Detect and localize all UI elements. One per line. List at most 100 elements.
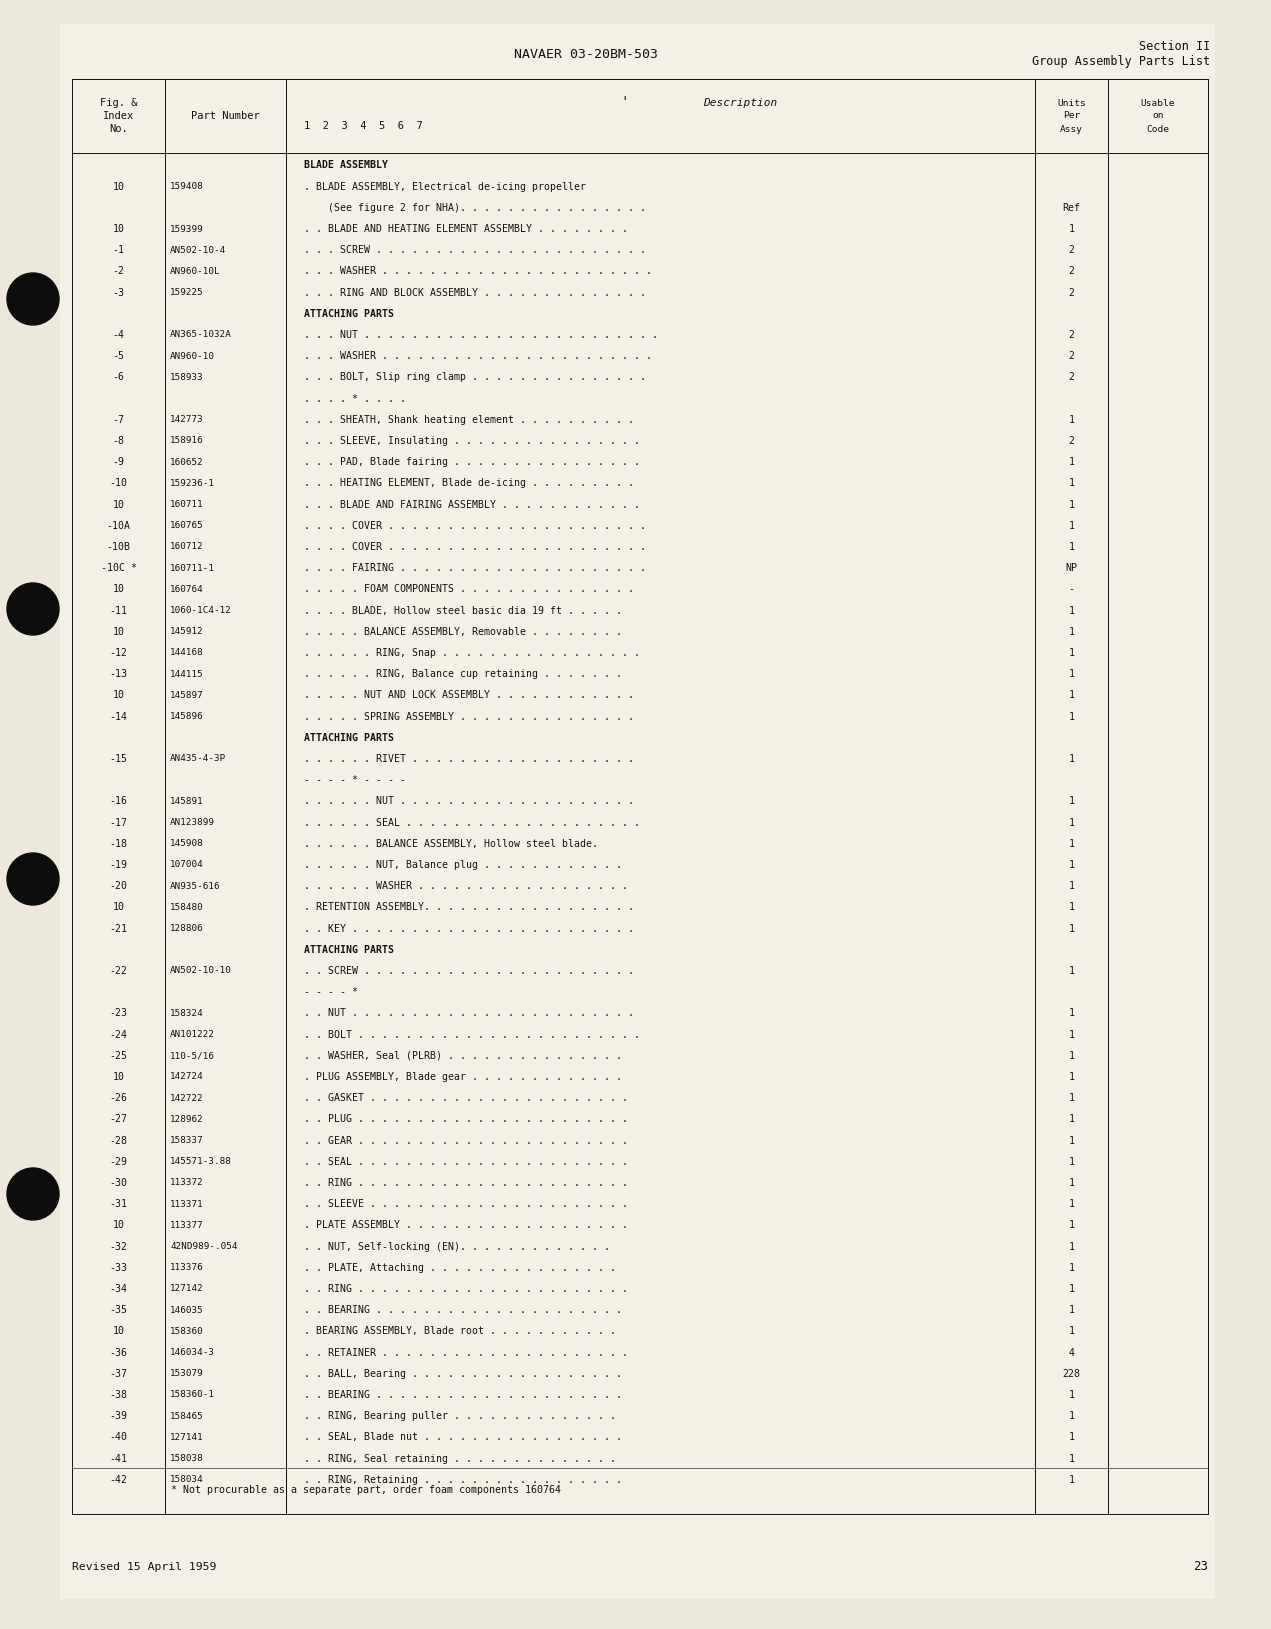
Text: 10: 10 <box>113 1220 125 1230</box>
Text: -37: -37 <box>109 1368 127 1378</box>
Text: . . . . . . NUT, Balance plug . . . . . . . . . . . .: . . . . . . NUT, Balance plug . . . . . … <box>304 860 622 870</box>
Text: 1: 1 <box>1069 1474 1075 1484</box>
Text: 1: 1 <box>1069 1390 1075 1399</box>
Text: . . . . . . WASHER . . . . . . . . . . . . . . . . . .: . . . . . . WASHER . . . . . . . . . . .… <box>304 881 628 891</box>
Text: 1: 1 <box>1069 458 1075 468</box>
Text: 4: 4 <box>1069 1347 1075 1357</box>
Text: -24: -24 <box>109 1030 127 1039</box>
Text: 145896: 145896 <box>170 712 203 722</box>
Text: . . . . . . NUT . . . . . . . . . . . . . . . . . . . .: . . . . . . NUT . . . . . . . . . . . . … <box>304 797 633 806</box>
Text: 2: 2 <box>1069 437 1075 446</box>
Text: -14: -14 <box>109 712 127 722</box>
Text: . . . HEATING ELEMENT, Blade de-icing . . . . . . . . .: . . . HEATING ELEMENT, Blade de-icing . … <box>304 479 633 489</box>
Text: 160711: 160711 <box>170 500 203 510</box>
Text: 1: 1 <box>1069 542 1075 552</box>
Text: . . WASHER, Seal (PLRB) . . . . . . . . . . . . . . .: . . WASHER, Seal (PLRB) . . . . . . . . … <box>304 1051 622 1060</box>
Text: -9: -9 <box>113 458 125 468</box>
Text: 1: 1 <box>1069 627 1075 637</box>
Text: * Not procurable as a separate part, order foam components 160764: * Not procurable as a separate part, ord… <box>172 1486 562 1495</box>
Text: 127142: 127142 <box>170 1285 203 1293</box>
Text: 1: 1 <box>1069 415 1075 425</box>
Text: 160711-1: 160711-1 <box>170 564 215 573</box>
Text: 1: 1 <box>1069 1051 1075 1060</box>
Text: -15: -15 <box>109 754 127 764</box>
Text: 2: 2 <box>1069 246 1075 256</box>
Text: . . RING, Seal retaining . . . . . . . . . . . . . .: . . RING, Seal retaining . . . . . . . .… <box>304 1453 615 1463</box>
Text: 113376: 113376 <box>170 1264 203 1272</box>
Text: 128962: 128962 <box>170 1114 203 1124</box>
Text: . . . WASHER . . . . . . . . . . . . . . . . . . . . . . .: . . . WASHER . . . . . . . . . . . . . .… <box>304 352 652 362</box>
Text: . . . . . . BALANCE ASSEMBLY, Hollow steel blade.: . . . . . . BALANCE ASSEMBLY, Hollow ste… <box>304 839 597 849</box>
Text: . . . SHEATH, Shank heating element . . . . . . . . . .: . . . SHEATH, Shank heating element . . … <box>304 415 633 425</box>
Text: . . . . . NUT AND LOCK ASSEMBLY . . . . . . . . . . . .: . . . . . NUT AND LOCK ASSEMBLY . . . . … <box>304 691 633 700</box>
Text: . BEARING ASSEMBLY, Blade root . . . . . . . . . . .: . BEARING ASSEMBLY, Blade root . . . . .… <box>304 1326 615 1336</box>
Text: . . . . . . RIVET . . . . . . . . . . . . . . . . . . .: . . . . . . RIVET . . . . . . . . . . . … <box>304 754 633 764</box>
Text: Per: Per <box>1063 111 1080 121</box>
Text: 158465: 158465 <box>170 1412 203 1420</box>
Text: -31: -31 <box>109 1199 127 1209</box>
Text: AN435-4-3P: AN435-4-3P <box>170 754 226 764</box>
Text: ATTACHING PARTS: ATTACHING PARTS <box>304 733 394 743</box>
Text: . PLATE ASSEMBLY . . . . . . . . . . . . . . . . . . .: . PLATE ASSEMBLY . . . . . . . . . . . .… <box>304 1220 628 1230</box>
Text: . BLADE ASSEMBLY, Electrical de-icing propeller: . BLADE ASSEMBLY, Electrical de-icing pr… <box>304 181 586 192</box>
Text: . . . . COVER . . . . . . . . . . . . . . . . . . . . . .: . . . . COVER . . . . . . . . . . . . . … <box>304 542 646 552</box>
Text: 158933: 158933 <box>170 373 203 381</box>
Text: 228: 228 <box>1063 1368 1080 1378</box>
Text: . . . WASHER . . . . . . . . . . . . . . . . . . . . . . .: . . . WASHER . . . . . . . . . . . . . .… <box>304 267 652 277</box>
Text: 1: 1 <box>1069 691 1075 700</box>
Text: AN960-10L: AN960-10L <box>170 267 221 275</box>
Text: -30: -30 <box>109 1178 127 1188</box>
Text: AN935-616: AN935-616 <box>170 881 221 891</box>
Text: . . . . FAIRING . . . . . . . . . . . . . . . . . . . . .: . . . . FAIRING . . . . . . . . . . . . … <box>304 564 646 573</box>
Text: . . SCREW . . . . . . . . . . . . . . . . . . . . . . .: . . SCREW . . . . . . . . . . . . . . . … <box>304 966 633 976</box>
Text: -39: -39 <box>109 1411 127 1420</box>
Text: -10A: -10A <box>107 521 131 531</box>
Text: -34: -34 <box>109 1284 127 1293</box>
Text: -29: -29 <box>109 1157 127 1166</box>
Text: 1: 1 <box>1069 966 1075 976</box>
Text: (See figure 2 for NHA). . . . . . . . . . . . . . . .: (See figure 2 for NHA). . . . . . . . . … <box>304 202 646 213</box>
Text: 1: 1 <box>1069 670 1075 679</box>
Text: 10: 10 <box>113 225 125 235</box>
Text: - - - - * - - - -: - - - - * - - - - <box>304 775 405 785</box>
Text: ATTACHING PARTS: ATTACHING PARTS <box>304 310 394 319</box>
Text: 10: 10 <box>113 627 125 637</box>
Text: 1: 1 <box>1069 1432 1075 1442</box>
Circle shape <box>8 854 58 906</box>
Text: 1: 1 <box>1069 1072 1075 1082</box>
Text: 2: 2 <box>1069 331 1075 340</box>
Text: 1: 1 <box>1069 797 1075 806</box>
Text: BLADE ASSEMBLY: BLADE ASSEMBLY <box>304 160 388 171</box>
Text: . . BOLT . . . . . . . . . . . . . . . . . . . . . . . .: . . BOLT . . . . . . . . . . . . . . . .… <box>304 1030 639 1039</box>
Text: 128806: 128806 <box>170 924 203 933</box>
Text: 1: 1 <box>1069 902 1075 912</box>
Text: Description: Description <box>703 98 778 108</box>
Text: 1: 1 <box>1069 648 1075 658</box>
Text: -11: -11 <box>109 606 127 616</box>
Text: . . NUT, Self-locking (EN). . . . . . . . . . . . .: . . NUT, Self-locking (EN). . . . . . . … <box>304 1241 610 1251</box>
Text: 1: 1 <box>1069 860 1075 870</box>
Text: 1: 1 <box>1069 521 1075 531</box>
Text: 1: 1 <box>1069 1135 1075 1145</box>
Text: 142773: 142773 <box>170 415 203 424</box>
Text: -: - <box>1069 585 1075 595</box>
Text: 110-5/16: 110-5/16 <box>170 1051 215 1060</box>
Text: 1: 1 <box>1069 754 1075 764</box>
Text: . . . . COVER . . . . . . . . . . . . . . . . . . . . . .: . . . . COVER . . . . . . . . . . . . . … <box>304 521 646 531</box>
Text: 160652: 160652 <box>170 458 203 466</box>
Text: 10: 10 <box>113 1072 125 1082</box>
Text: 1: 1 <box>1069 1453 1075 1463</box>
Text: Ref: Ref <box>1063 202 1080 213</box>
Text: NAVAER 03-20BM-503: NAVAER 03-20BM-503 <box>515 47 658 60</box>
Text: 10: 10 <box>113 691 125 700</box>
Text: -18: -18 <box>109 839 127 849</box>
Text: . . . NUT . . . . . . . . . . . . . . . . . . . . . . . . .: . . . NUT . . . . . . . . . . . . . . . … <box>304 331 657 340</box>
Text: No.: No. <box>109 124 128 134</box>
Text: 1: 1 <box>1069 1114 1075 1124</box>
Text: . . RING, Retaining . . . . . . . . . . . . . . . . .: . . RING, Retaining . . . . . . . . . . … <box>304 1474 622 1484</box>
Text: 1: 1 <box>1069 839 1075 849</box>
Text: 23: 23 <box>1193 1561 1207 1574</box>
Text: 1: 1 <box>1069 1284 1075 1293</box>
Text: Usable: Usable <box>1141 98 1176 108</box>
Text: -26: -26 <box>109 1093 127 1103</box>
